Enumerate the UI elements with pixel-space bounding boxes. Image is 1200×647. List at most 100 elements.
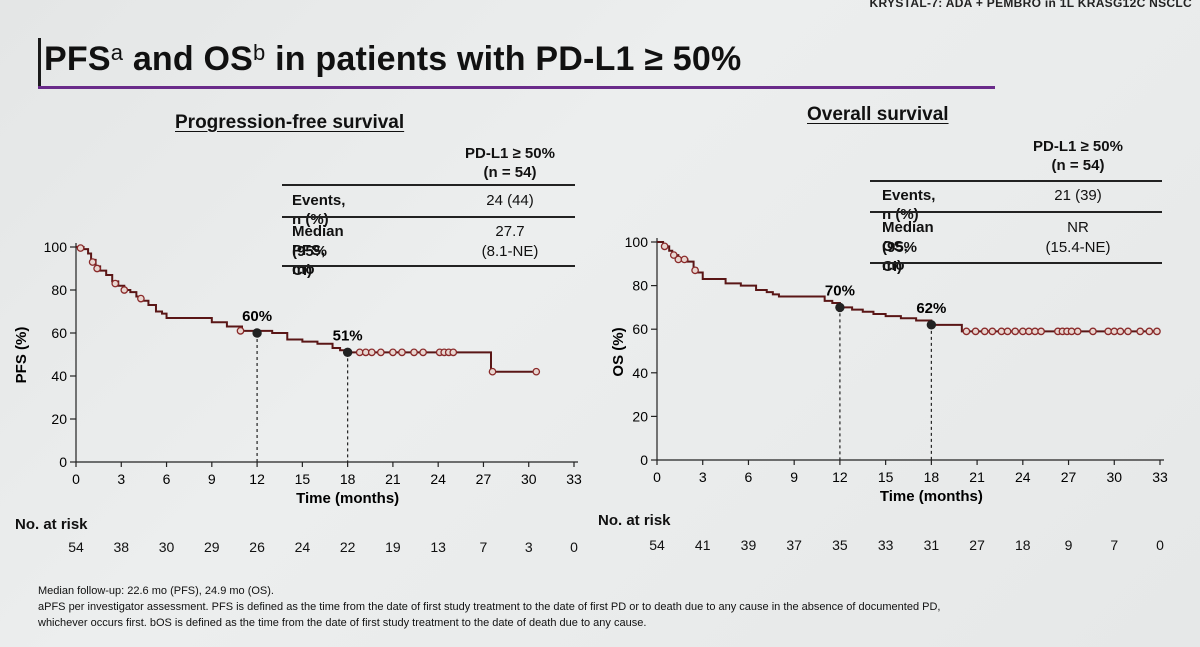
pfs-risk-value: 26 [249, 539, 265, 555]
pfs-col-head-2: (n = 54) [483, 164, 537, 181]
os-censor-mark [1031, 327, 1039, 336]
pfs-risk-value: 29 [204, 539, 220, 555]
os-xtick-label: 33 [1152, 469, 1168, 485]
os-risk-value: 33 [877, 537, 894, 553]
pfs-rule-top [282, 184, 575, 186]
os-xtick-label: 3 [699, 469, 707, 485]
pfs-risk-value: 24 [294, 539, 311, 555]
os-rule-top [870, 180, 1162, 182]
pfs-ytick-label: 20 [51, 411, 67, 427]
os-risk-value: 9 [1064, 537, 1073, 553]
os-censor-mark [962, 327, 971, 336]
pfs-risk-value: 54 [68, 539, 84, 555]
os-censor-mark [988, 327, 997, 336]
os-risk-value: 39 [740, 537, 757, 553]
title-sup-b: b [253, 40, 266, 65]
pfs-censor-mark [398, 348, 406, 357]
pfs-ytick-label: 40 [51, 368, 67, 384]
os-risk-value: 41 [694, 537, 711, 553]
os-xtick-label: 9 [790, 469, 798, 485]
pfs-ytick-label: 80 [51, 282, 67, 298]
title-rest: in patients with PD-L1 ≥ 50% [265, 40, 742, 78]
pfs-ytick-label: 60 [51, 325, 67, 341]
pfs-risk-value: 19 [385, 539, 401, 555]
pfs-xlabel: Time (months) [296, 490, 399, 507]
os-xtick-label: 15 [878, 469, 894, 485]
title-sup-a: a [110, 40, 124, 65]
pfs-xtick-label: 6 [163, 471, 171, 487]
pfs-risk-value: 13 [430, 539, 446, 555]
pfs-xtick-label: 24 [430, 471, 446, 487]
pfs-events-label: Events, n (%) [292, 192, 346, 228]
pfs-xtick-label: 21 [385, 471, 401, 487]
pfs-censor-mark [419, 348, 427, 357]
os-ytick-label: 40 [632, 365, 648, 381]
pfs-median-label-1: Median PFS, mo [292, 223, 344, 278]
os-median-value-2: (15.4-NE) [1045, 239, 1111, 256]
os-rule-bottom [870, 262, 1162, 264]
os-censor-mark [1136, 327, 1145, 336]
pfs-censor-mark [137, 294, 145, 303]
pfs-censor-mark [376, 348, 385, 357]
pfs-censor-mark [88, 258, 97, 266]
os-col-head-2: (n = 54) [1051, 157, 1105, 174]
pfs-ytick-label: 100 [44, 239, 68, 255]
os-ytick-label: 60 [632, 321, 648, 337]
os-censor-mark [691, 266, 699, 275]
os-censor-mark [1104, 327, 1113, 336]
pfs-xtick-label: 15 [295, 471, 311, 487]
os-censor-mark [971, 327, 980, 336]
pfs-censor-mark [410, 348, 418, 357]
os-risk-value: 18 [1015, 537, 1031, 553]
footnote-pfs-def: aPFS per investigator assessment. PFS is… [38, 601, 941, 613]
pfs-risk-value: 22 [339, 539, 356, 555]
title-underline [38, 86, 995, 89]
os-median-label-1: Median OS, mo [882, 219, 934, 274]
os-risk-value: 7 [1110, 537, 1119, 553]
os-censor-mark [1037, 327, 1045, 336]
os-censor-mark [680, 255, 689, 264]
os-censor-mark [674, 255, 683, 264]
os-section-title: Overall survival [807, 104, 949, 125]
pfs-risk-value: 3 [524, 539, 533, 555]
pfs-km-curve [76, 246, 537, 373]
pfs-censor-mark [449, 348, 458, 357]
pfs-censor-mark [236, 326, 245, 335]
page-title: PFSa and OSb in patients with PD-L1 ≥ 50… [44, 40, 741, 79]
title-pfs: PFS [44, 40, 111, 78]
pfs-xtick-label: 27 [476, 471, 492, 487]
pfs-censor-mark [488, 367, 497, 376]
pfs-censor-mark [367, 348, 376, 357]
pfs-rule-mid [282, 216, 575, 218]
pfs-ytick-label: 0 [59, 454, 67, 470]
pfs-rule-bottom [282, 265, 575, 267]
os-risk-value: 27 [969, 537, 985, 553]
pfs-xtick-label: 30 [521, 471, 537, 487]
os-xlabel: Time (months) [880, 488, 983, 505]
pfs-censor-mark [532, 367, 541, 376]
os-xtick-label: 30 [1106, 469, 1122, 485]
pfs-section-title: Progression-free survival [175, 112, 405, 133]
os-censor-mark [1003, 327, 1012, 336]
pfs-milestone-label: 60% [242, 308, 272, 325]
os-milestone-dot [926, 320, 937, 330]
pfs-censor-mark [76, 244, 85, 252]
header-text: KRYSTAL-7: ADA + PEMBRO in 1L KRASG12C N… [869, 0, 1192, 10]
os-censor-mark [669, 251, 678, 259]
pfs-risk-value: 38 [113, 539, 130, 555]
os-censor-mark [1067, 327, 1076, 336]
os-milestone-dot [835, 302, 845, 313]
pfs-risk-value: 0 [570, 539, 578, 555]
os-censor-mark [1116, 327, 1125, 336]
os-censor-mark [980, 327, 989, 336]
os-censor-mark [1124, 327, 1132, 336]
os-censor-mark [1073, 327, 1082, 336]
os-xtick-label: 18 [924, 469, 940, 485]
pfs-xtick-label: 18 [340, 471, 356, 487]
os-ytick-label: 0 [640, 452, 648, 468]
os-xtick-label: 24 [1015, 469, 1031, 485]
os-col-head-1: PD-L1 ≥ 50% [1033, 138, 1123, 155]
os-events-value: 21 (39) [1054, 187, 1102, 204]
footnote-os-def: whichever occurs first. bOS is defined a… [38, 617, 647, 629]
